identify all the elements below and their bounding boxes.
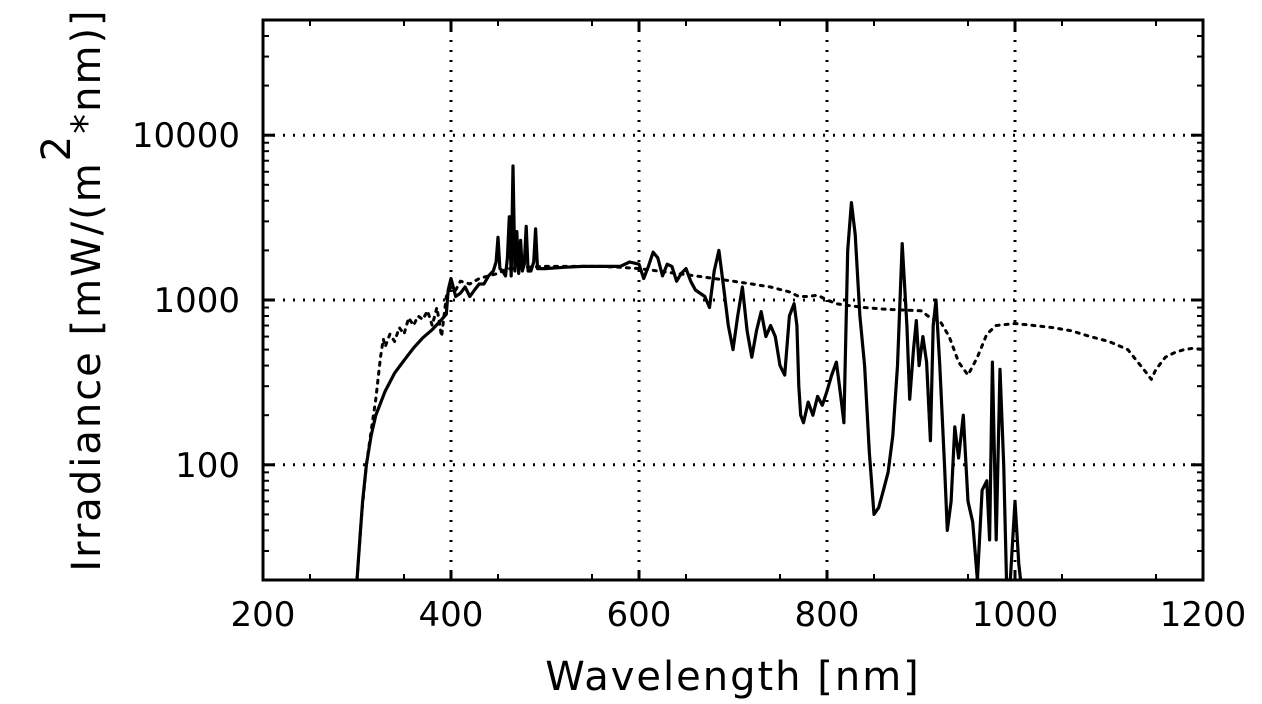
x-tick-label: 1000	[972, 595, 1059, 635]
y-axis-title-superscript: 2	[34, 134, 80, 161]
series-line-solid	[355, 164, 1023, 580]
y-tick-label: 1000	[153, 281, 240, 321]
y-axis-title: Irradiance [mW/(m2*nm)]	[34, 8, 110, 571]
series-line-dotted	[355, 264, 1203, 580]
x-tick-label: 800	[795, 595, 860, 635]
y-tick-labels: 100 1000 10000	[132, 116, 240, 486]
y-tick-label: 10000	[132, 116, 240, 156]
x-tick-label: 400	[419, 595, 484, 635]
x-tick-label: 1200	[1160, 595, 1247, 635]
x-tick-label: 200	[231, 595, 296, 635]
y-axis-title-main: Irradiance [mW/(m	[64, 161, 110, 571]
x-tick-label: 600	[607, 595, 672, 635]
x-axis-title: Wavelength [nm]	[545, 654, 921, 700]
series-layer	[355, 164, 1203, 580]
y-axis-title-tail: *nm)]	[64, 8, 110, 134]
axis-ticks	[261, 19, 1205, 581]
x-tick-labels: 200 400 600 800 1000 1200	[231, 595, 1247, 635]
grid-lines	[263, 20, 1203, 580]
y-tick-label: 100	[175, 446, 240, 486]
